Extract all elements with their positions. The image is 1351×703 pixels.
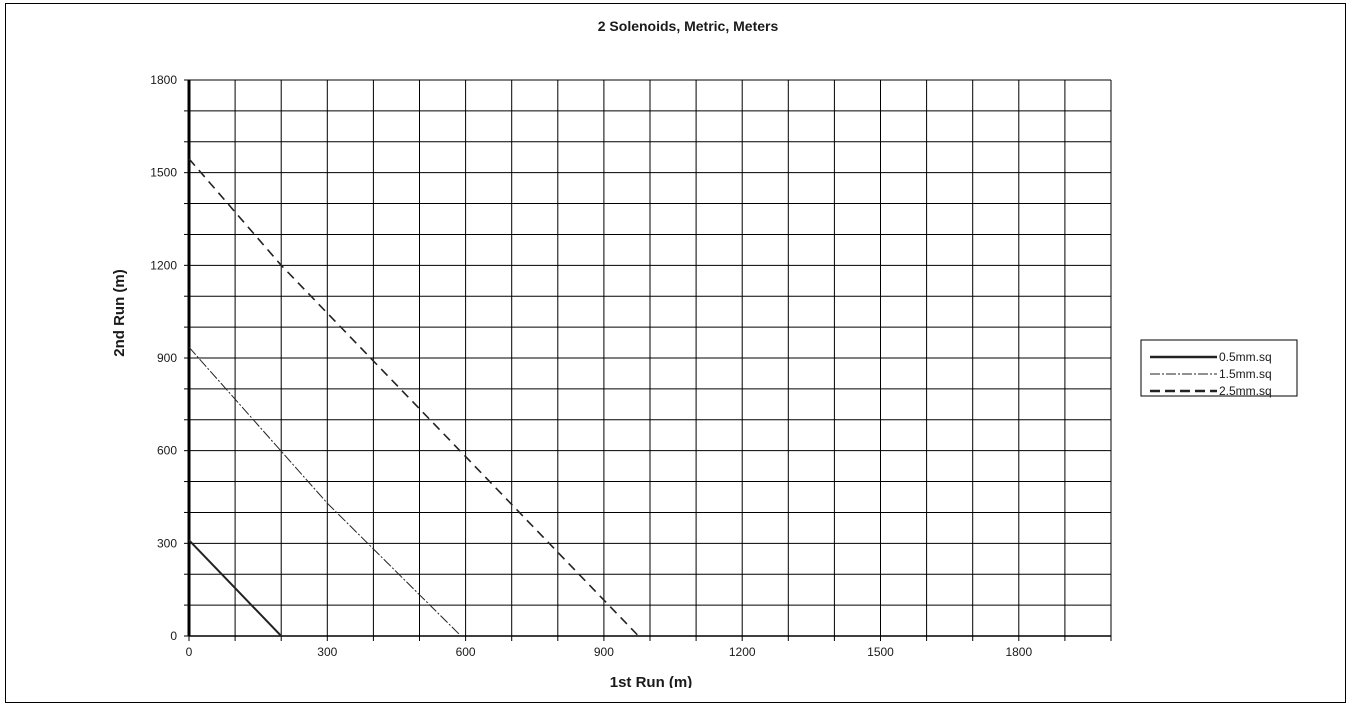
y-tick-label: 600 (157, 444, 177, 458)
legend-label: 0.5mm.sq (1219, 350, 1272, 364)
series-lines (188, 158, 640, 637)
y-axis-title: 2nd Run (m) (111, 269, 128, 357)
x-tick-label: 1200 (729, 645, 756, 659)
series-line-2-5mm-sq (188, 158, 640, 637)
grid-lines (189, 79, 1112, 636)
x-tick-label: 1800 (1005, 645, 1032, 659)
series-line-0-5mm-sq (188, 539, 282, 637)
axes (184, 79, 1112, 641)
legend-label: 2.5mm.sq (1219, 384, 1272, 398)
line-chart: 2 Solenoids, Metric, Meters 0 300 600 900 12… (111, 18, 1298, 688)
tick-labels: 0 300 600 900 1200 1500 1800 0 300 600 900 1200 1500… (150, 73, 1032, 659)
legend-label: 1.5mm.sq (1219, 367, 1272, 381)
x-tick-label: 0 (186, 645, 193, 659)
chart-title: 2 Solenoids, Metric, Meters (598, 18, 779, 34)
series-line-1-5mm-sq (188, 346, 462, 637)
y-tick-label: 1500 (150, 166, 177, 180)
y-tick-label: 1800 (150, 73, 177, 87)
y-tick-label: 0 (170, 629, 177, 643)
y-tick-label: 900 (157, 351, 177, 365)
y-tick-label: 300 (157, 536, 177, 550)
x-tick-label: 1500 (867, 645, 894, 659)
legend: 0.5mm.sq 1.5mm.sq 2.5mm.sq (1140, 339, 1298, 398)
x-tick-label: 300 (317, 645, 337, 659)
x-tick-label: 900 (594, 645, 614, 659)
x-tick-label: 600 (456, 645, 476, 659)
legend-box (1140, 339, 1298, 397)
x-axis-title: 1st Run (m) (610, 674, 693, 688)
y-tick-label: 1200 (150, 258, 177, 272)
